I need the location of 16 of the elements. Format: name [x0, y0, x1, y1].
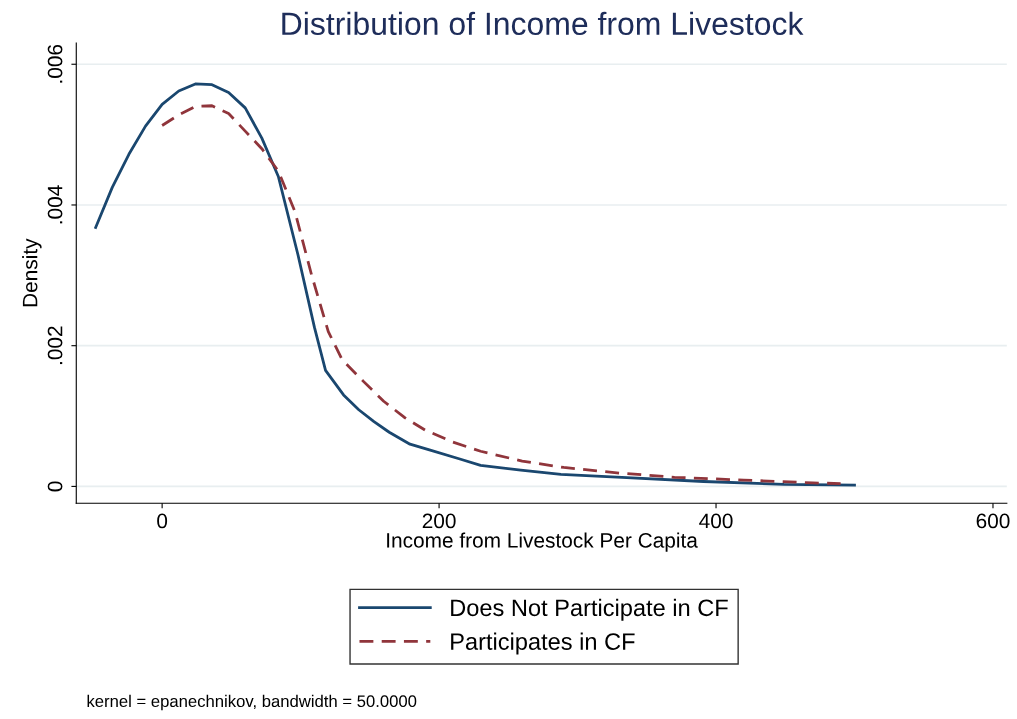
x-tick-label: 0	[157, 513, 168, 529]
line-series	[160, 104, 843, 485]
y-tick-label: 0	[47, 481, 63, 492]
chart-title: Distribution of Income from Livestock	[282, 11, 804, 36]
x-tick-label: 600	[976, 513, 1010, 529]
y-tick-label: .004	[47, 185, 63, 224]
x-axis-title: Income from Livestock Per Capita	[387, 532, 698, 552]
line-series	[94, 82, 856, 487]
x-tick-label: 200	[422, 513, 456, 529]
legend-label: Participates in CF	[451, 632, 635, 655]
text: kernel = epanechnikov, bandwidth = 50.0000	[87, 694, 417, 711]
legend-label: Does Not Participate in CF	[451, 598, 728, 621]
y-tick-label: .006	[47, 44, 63, 83]
y-tick-label: .002	[47, 326, 63, 365]
y-axis-title: Density	[22, 238, 42, 307]
x-tick-label: 400	[699, 513, 733, 529]
